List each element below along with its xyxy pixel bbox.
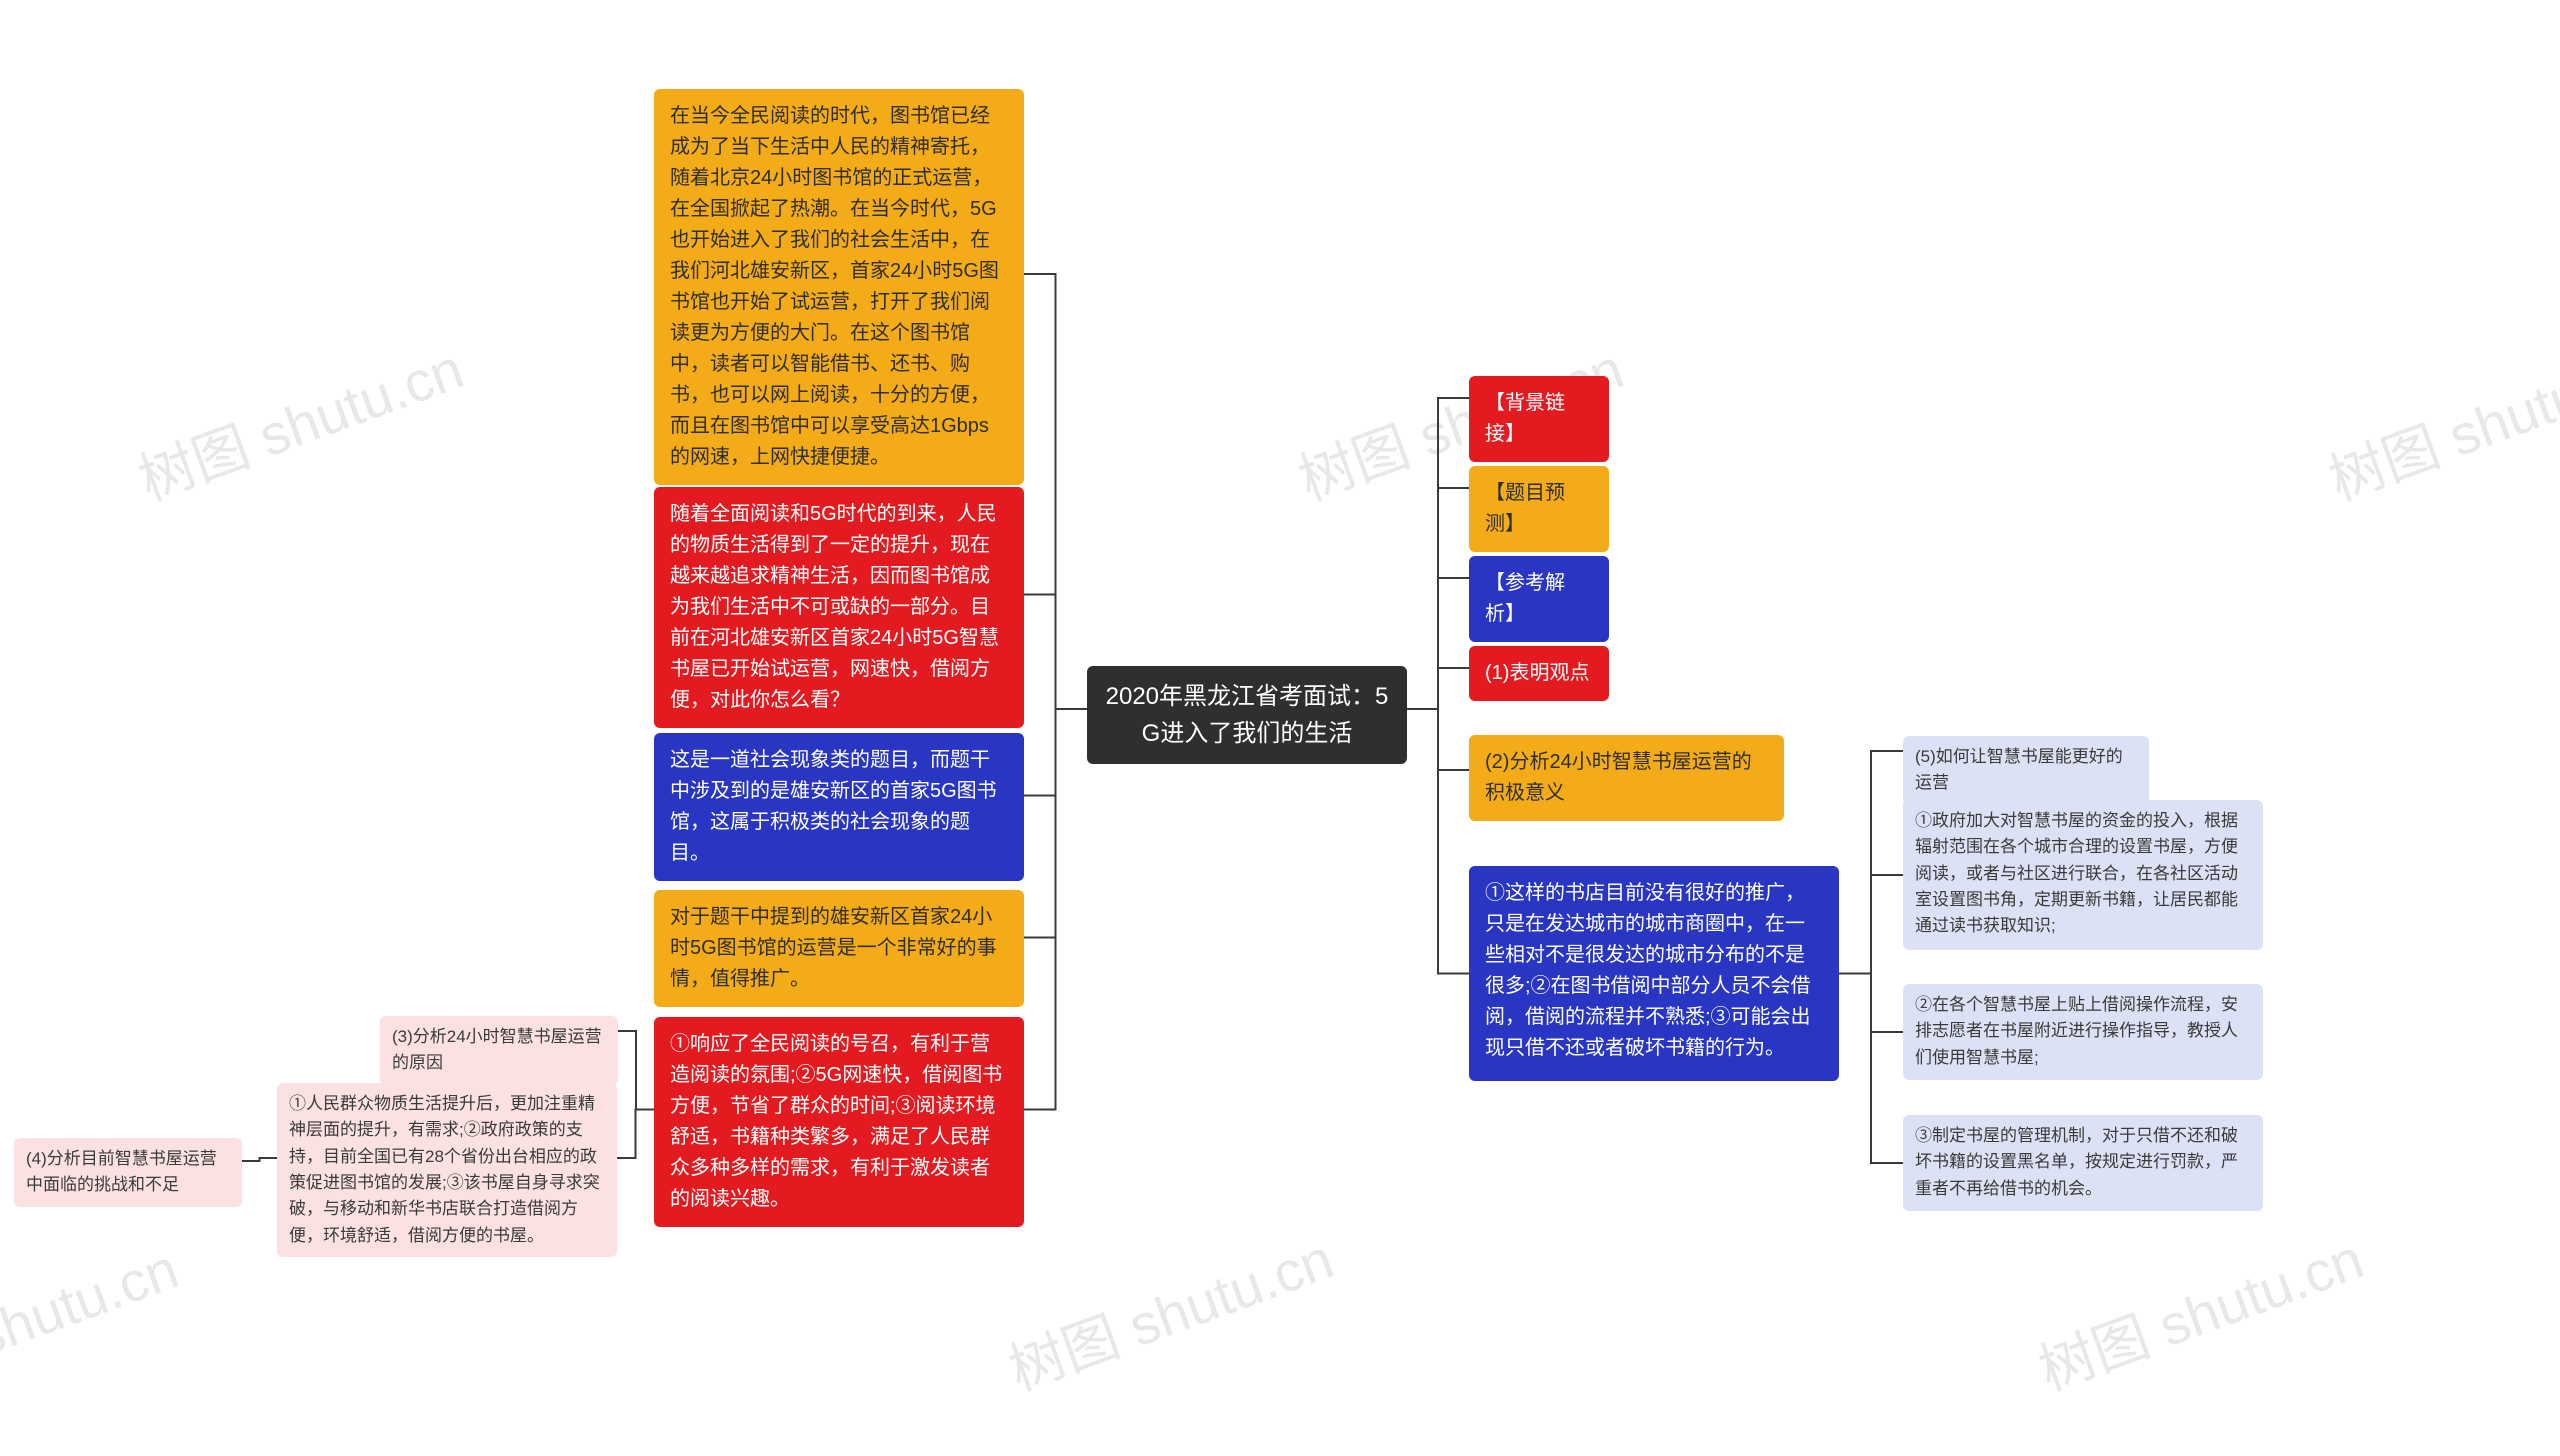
mindmap-node-l5b[interactable]: ①人民群众物质生活提升后，更加注重精神层面的提升，有需求;②政府政策的支持，目前… bbox=[277, 1083, 617, 1257]
mindmap-node-r6a[interactable]: (5)如何让智慧书屋能更好的运营 bbox=[1903, 736, 2149, 805]
connector bbox=[1024, 595, 1087, 710]
connector bbox=[1407, 668, 1469, 709]
connector bbox=[1024, 709, 1087, 1110]
connector bbox=[1024, 709, 1087, 796]
connector bbox=[1407, 398, 1469, 709]
connector bbox=[1024, 709, 1087, 938]
mindmap-node-r5[interactable]: (2)分析24小时智慧书屋运营的积极意义 bbox=[1469, 735, 1784, 821]
mindmap-node-r6c[interactable]: ②在各个智慧书屋上贴上借阅操作流程，安排志愿者在书屋附近进行操作指导，教授人们使… bbox=[1903, 984, 2263, 1080]
mindmap-node-r6b[interactable]: ①政府加大对智慧书屋的资金的投入，根据辐射范围在各个城市合理的设置书屋，方便阅读… bbox=[1903, 800, 2263, 950]
connector bbox=[617, 1110, 654, 1159]
connector bbox=[1839, 751, 1903, 974]
connector bbox=[242, 1158, 277, 1161]
watermark: 树图 shutu.cn bbox=[2026, 1214, 2373, 1406]
connector bbox=[1839, 974, 1903, 1164]
connector bbox=[1839, 875, 1903, 974]
mindmap-node-l4[interactable]: 对于题干中提到的雄安新区首家24小时5G图书馆的运营是一个非常好的事情，值得推广… bbox=[654, 890, 1024, 1007]
mindmap-node-l3[interactable]: 这是一道社会现象类的题目，而题干中涉及到的是雄安新区的首家5G图书馆，这属于积极… bbox=[654, 733, 1024, 881]
mindmap-node-r4[interactable]: (1)表明观点 bbox=[1469, 646, 1609, 701]
connector bbox=[1407, 578, 1469, 709]
mindmap-node-root[interactable]: 2020年黑龙江省考面试：5G进入了我们的生活 bbox=[1087, 666, 1407, 764]
watermark: shutu.cn bbox=[0, 1236, 186, 1369]
watermark: 树图 shutu.cn bbox=[126, 324, 473, 516]
connector bbox=[1407, 709, 1469, 974]
mindmap-node-l5[interactable]: ①响应了全民阅读的号召，有利于营造阅读的氛围;②5G网速快，借阅图书方便，节省了… bbox=[654, 1017, 1024, 1227]
connector bbox=[618, 1031, 654, 1110]
mindmap-node-r2[interactable]: 【题目预测】 bbox=[1469, 466, 1609, 552]
mindmap-node-l1[interactable]: 在当今全民阅读的时代，图书馆已经成为了当下生活中人民的精神寄托，随着北京24小时… bbox=[654, 89, 1024, 485]
mindmap-node-r6[interactable]: ①这样的书店目前没有很好的推广，只是在发达城市的城市商圈中，在一些相对不是很发达… bbox=[1469, 866, 1839, 1081]
connector bbox=[1407, 709, 1469, 770]
connector bbox=[1407, 488, 1469, 709]
connector bbox=[1839, 974, 1903, 1033]
mindmap-node-l5c[interactable]: (4)分析目前智慧书屋运营中面临的挑战和不足 bbox=[14, 1138, 242, 1207]
mindmap-node-r1[interactable]: 【背景链接】 bbox=[1469, 376, 1609, 462]
mindmap-node-r6d[interactable]: ③制定书屋的管理机制，对于只借不还和破坏书籍的设置黑名单，按规定进行罚款，严重者… bbox=[1903, 1115, 2263, 1211]
mindmap-node-r3[interactable]: 【参考解析】 bbox=[1469, 556, 1609, 642]
watermark: 树图 shutu.cn bbox=[996, 1214, 1343, 1406]
watermark: 树图 shutu.cn bbox=[2316, 324, 2560, 516]
mindmap-node-l2[interactable]: 随着全面阅读和5G时代的到来，人民的物质生活得到了一定的提升，现在越来越追求精神… bbox=[654, 487, 1024, 728]
connector bbox=[1024, 274, 1087, 709]
mindmap-node-l5a[interactable]: (3)分析24小时智慧书屋运营的原因 bbox=[380, 1016, 618, 1085]
